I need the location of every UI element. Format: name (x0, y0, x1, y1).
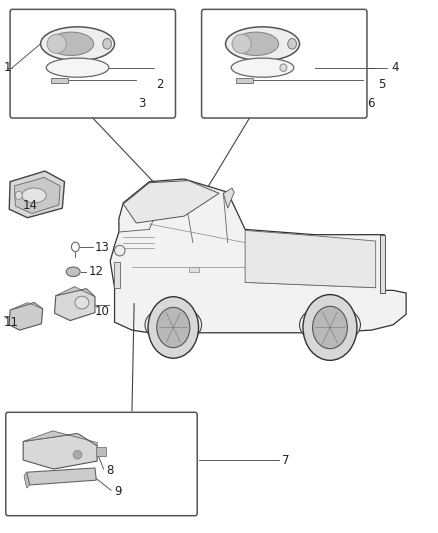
Polygon shape (110, 179, 406, 333)
Ellipse shape (73, 450, 82, 459)
Ellipse shape (41, 27, 115, 61)
Bar (51, 78, 68, 83)
Polygon shape (10, 303, 43, 310)
Ellipse shape (15, 191, 22, 200)
Ellipse shape (157, 308, 190, 348)
Text: 5: 5 (378, 78, 385, 91)
Bar (114, 262, 120, 288)
Polygon shape (9, 171, 64, 217)
Ellipse shape (75, 296, 89, 309)
Text: 9: 9 (115, 486, 122, 498)
Text: 7: 7 (282, 454, 290, 466)
Polygon shape (9, 303, 43, 330)
Polygon shape (14, 177, 60, 214)
Bar (380, 235, 385, 293)
Ellipse shape (226, 27, 300, 61)
Text: 2: 2 (156, 78, 163, 91)
Ellipse shape (231, 58, 294, 77)
Text: 11: 11 (4, 316, 18, 329)
Ellipse shape (148, 297, 198, 358)
Bar (237, 78, 253, 83)
Polygon shape (54, 289, 95, 320)
Polygon shape (56, 287, 95, 297)
Bar (188, 266, 199, 272)
Text: 1: 1 (4, 61, 11, 74)
Ellipse shape (232, 34, 251, 53)
Ellipse shape (145, 306, 201, 344)
Ellipse shape (66, 267, 80, 277)
Text: 6: 6 (367, 96, 374, 110)
Polygon shape (123, 181, 219, 223)
Ellipse shape (280, 64, 287, 71)
Ellipse shape (103, 38, 112, 49)
Ellipse shape (115, 245, 125, 256)
Text: 13: 13 (95, 241, 110, 254)
Polygon shape (27, 468, 96, 485)
Text: 12: 12 (88, 265, 103, 278)
Text: 4: 4 (391, 61, 399, 74)
Ellipse shape (288, 38, 297, 49)
Polygon shape (245, 230, 376, 288)
Text: 14: 14 (23, 199, 38, 212)
Ellipse shape (313, 306, 347, 349)
Ellipse shape (303, 295, 357, 360)
Bar (96, 447, 106, 456)
Text: 8: 8 (106, 464, 113, 477)
Ellipse shape (47, 34, 66, 53)
Text: 10: 10 (95, 305, 110, 318)
Polygon shape (223, 188, 234, 208)
Ellipse shape (46, 58, 109, 77)
Text: 3: 3 (138, 96, 146, 110)
Ellipse shape (22, 188, 46, 203)
Polygon shape (23, 433, 97, 469)
Ellipse shape (48, 32, 94, 55)
Ellipse shape (300, 305, 360, 345)
Ellipse shape (233, 32, 279, 55)
Polygon shape (24, 472, 30, 488)
Polygon shape (23, 431, 97, 446)
